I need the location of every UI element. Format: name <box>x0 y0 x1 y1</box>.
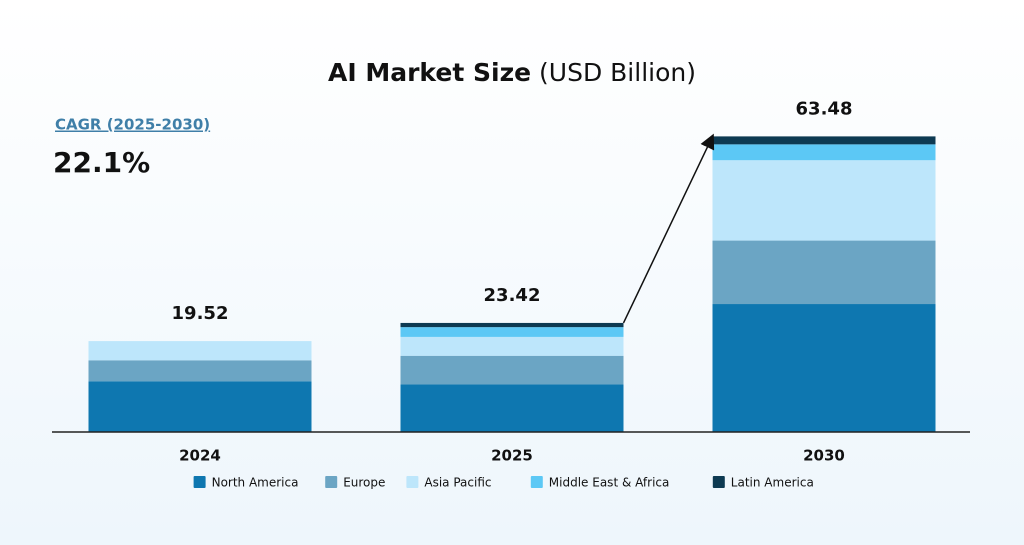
bar-segment <box>88 360 312 382</box>
x-tick-label: 2030 <box>803 447 845 465</box>
bar-segment <box>400 336 624 356</box>
legend-swatch <box>530 476 543 488</box>
bar-segment <box>88 341 312 361</box>
legend-swatch <box>406 476 419 488</box>
cagr-label: CAGR (2025-2030) <box>55 116 210 134</box>
bar-segment <box>712 136 936 145</box>
bar-segment <box>400 384 624 432</box>
bar-segment <box>400 327 624 337</box>
legend-swatch <box>325 476 338 488</box>
legend-label: Middle East & Africa <box>549 476 670 490</box>
legend-swatch <box>712 476 725 488</box>
bar-segment <box>712 240 936 305</box>
growth-arrow <box>622 133 715 324</box>
legend-label: Europe <box>343 476 385 490</box>
legend-label: Latin America <box>731 476 814 490</box>
total-label: 19.52 <box>172 303 229 324</box>
legend-label: Asia Pacific <box>424 476 491 490</box>
plot: 19.52 2024 23.42 2025 63.48 2030 North America… <box>52 98 970 490</box>
total-label: 63.48 <box>796 98 853 119</box>
total-label: 23.42 <box>484 285 541 306</box>
bar-segment <box>400 322 624 328</box>
title-main: AI Market Size <box>328 58 531 87</box>
bar-segment <box>88 381 312 432</box>
title-unit: (USD Billion) <box>539 58 696 87</box>
bar-segment <box>712 144 936 161</box>
legend-swatch <box>193 476 206 488</box>
chart-title: AI Market Size (USD Billion) <box>328 58 696 87</box>
x-tick-label: 2024 <box>179 447 221 465</box>
bar-segment <box>400 355 624 385</box>
cagr-value: 22.1% <box>53 146 150 179</box>
bar-segment <box>712 160 936 241</box>
legend-label: North America <box>212 476 299 490</box>
bar-segment <box>712 304 936 432</box>
x-tick-label: 2025 <box>491 447 533 465</box>
